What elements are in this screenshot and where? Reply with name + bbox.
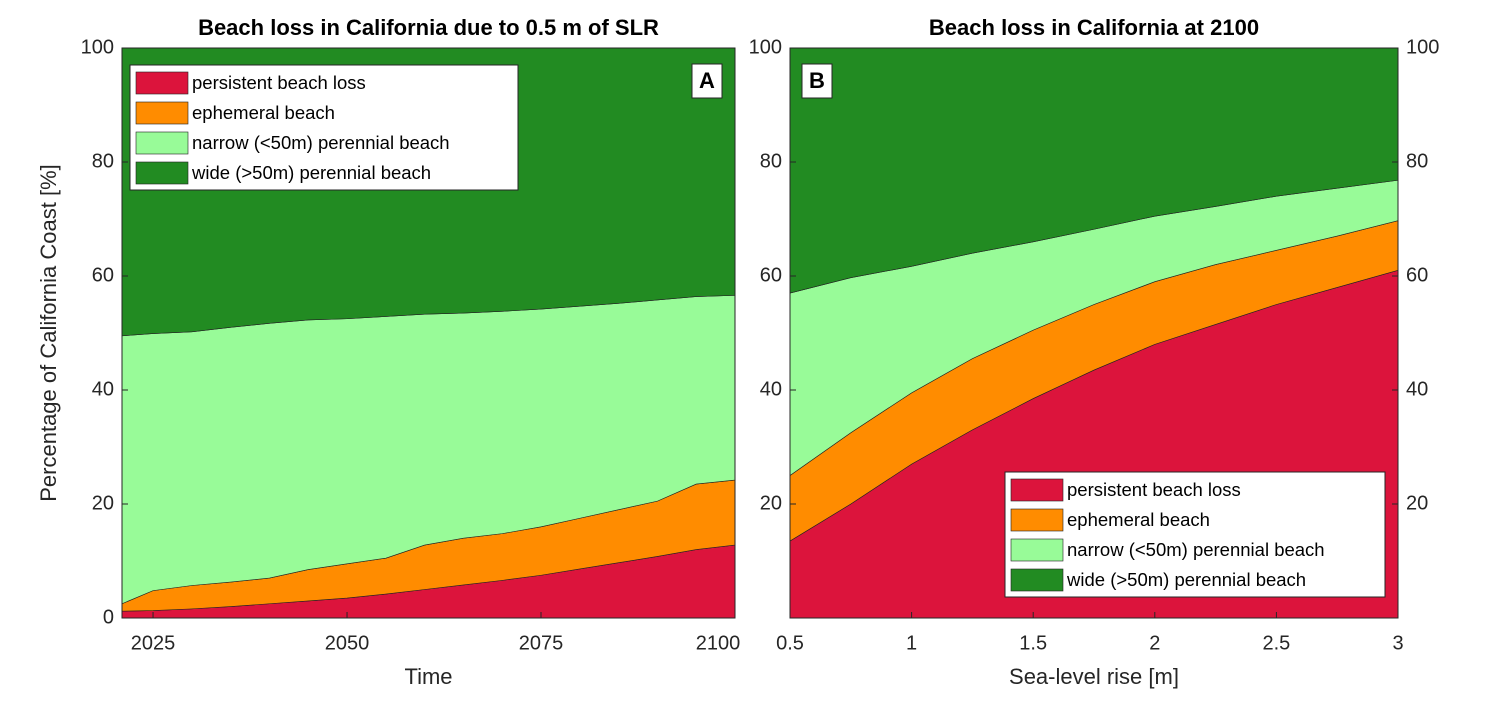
y-tick-label: 60 <box>92 264 114 286</box>
legend-swatch <box>135 71 189 95</box>
y-tick-label: 20 <box>92 492 114 514</box>
y2-tick-label: 40 <box>1406 378 1428 400</box>
x-tick-label: 0.5 <box>776 632 804 654</box>
x-axis-label: Time <box>404 664 452 689</box>
legend-swatch <box>1010 508 1064 532</box>
y2-tick-label: 20 <box>1406 492 1428 514</box>
y2-tick-label: 80 <box>1406 150 1428 172</box>
y-tick-label: 80 <box>760 150 782 172</box>
legend-label: persistent beach loss <box>1067 479 1241 500</box>
panel-label: B <box>809 68 825 93</box>
x-tick-label: 2075 <box>519 632 564 654</box>
legend-label: narrow (<50m) perennial beach <box>1067 539 1325 560</box>
legend-box <box>129 64 519 191</box>
plot-frame <box>121 47 736 619</box>
chart-title: Beach loss in California at 2100 <box>929 15 1259 40</box>
y2-tick-label: 60 <box>1406 264 1428 286</box>
legend-swatch <box>1010 478 1064 502</box>
legend-label: ephemeral beach <box>1067 509 1210 530</box>
y-tick-label: 80 <box>92 150 114 172</box>
y-tick-label: 40 <box>760 378 782 400</box>
chart-title: Beach loss in California due to 0.5 m of… <box>198 15 659 40</box>
plot-frame <box>789 47 1399 619</box>
y-tick-label: 100 <box>749 36 782 58</box>
legend-swatch <box>135 101 189 125</box>
legend-label: narrow (<50m) perennial beach <box>192 132 450 153</box>
x-tick-label: 3 <box>1392 632 1403 654</box>
x-tick-label: 2050 <box>325 632 370 654</box>
legend-swatch <box>135 131 189 155</box>
legend-label: wide (>50m) perennial beach <box>191 162 431 183</box>
y-tick-label: 20 <box>760 492 782 514</box>
y-tick-label: 0 <box>103 606 114 628</box>
panel-label: A <box>699 68 715 93</box>
legend-label: wide (>50m) perennial beach <box>1066 569 1306 590</box>
legend-swatch <box>1010 568 1064 592</box>
legend-swatch <box>135 161 189 185</box>
x-tick-label: 2 <box>1149 632 1160 654</box>
y-axis-label: Percentage of California Coast [%] <box>36 164 61 502</box>
legend-swatch <box>1010 538 1064 562</box>
legend-label: ephemeral beach <box>192 102 335 123</box>
y-tick-label: 100 <box>81 36 114 58</box>
y-tick-label: 40 <box>92 378 114 400</box>
x-tick-label: 2.5 <box>1262 632 1290 654</box>
x-tick-label: 1 <box>906 632 917 654</box>
legend-label: persistent beach loss <box>192 72 366 93</box>
panel-label-box <box>801 63 833 99</box>
panel-label-box <box>691 63 723 99</box>
x-tick-label: 1.5 <box>1019 632 1047 654</box>
x-tick-label: 2100 <box>696 632 741 654</box>
x-tick-label: 2025 <box>131 632 176 654</box>
legend-box <box>1004 471 1386 598</box>
x-axis-label: Sea-level rise [m] <box>1009 664 1179 689</box>
y-tick-label: 60 <box>760 264 782 286</box>
y2-tick-label: 100 <box>1406 36 1439 58</box>
